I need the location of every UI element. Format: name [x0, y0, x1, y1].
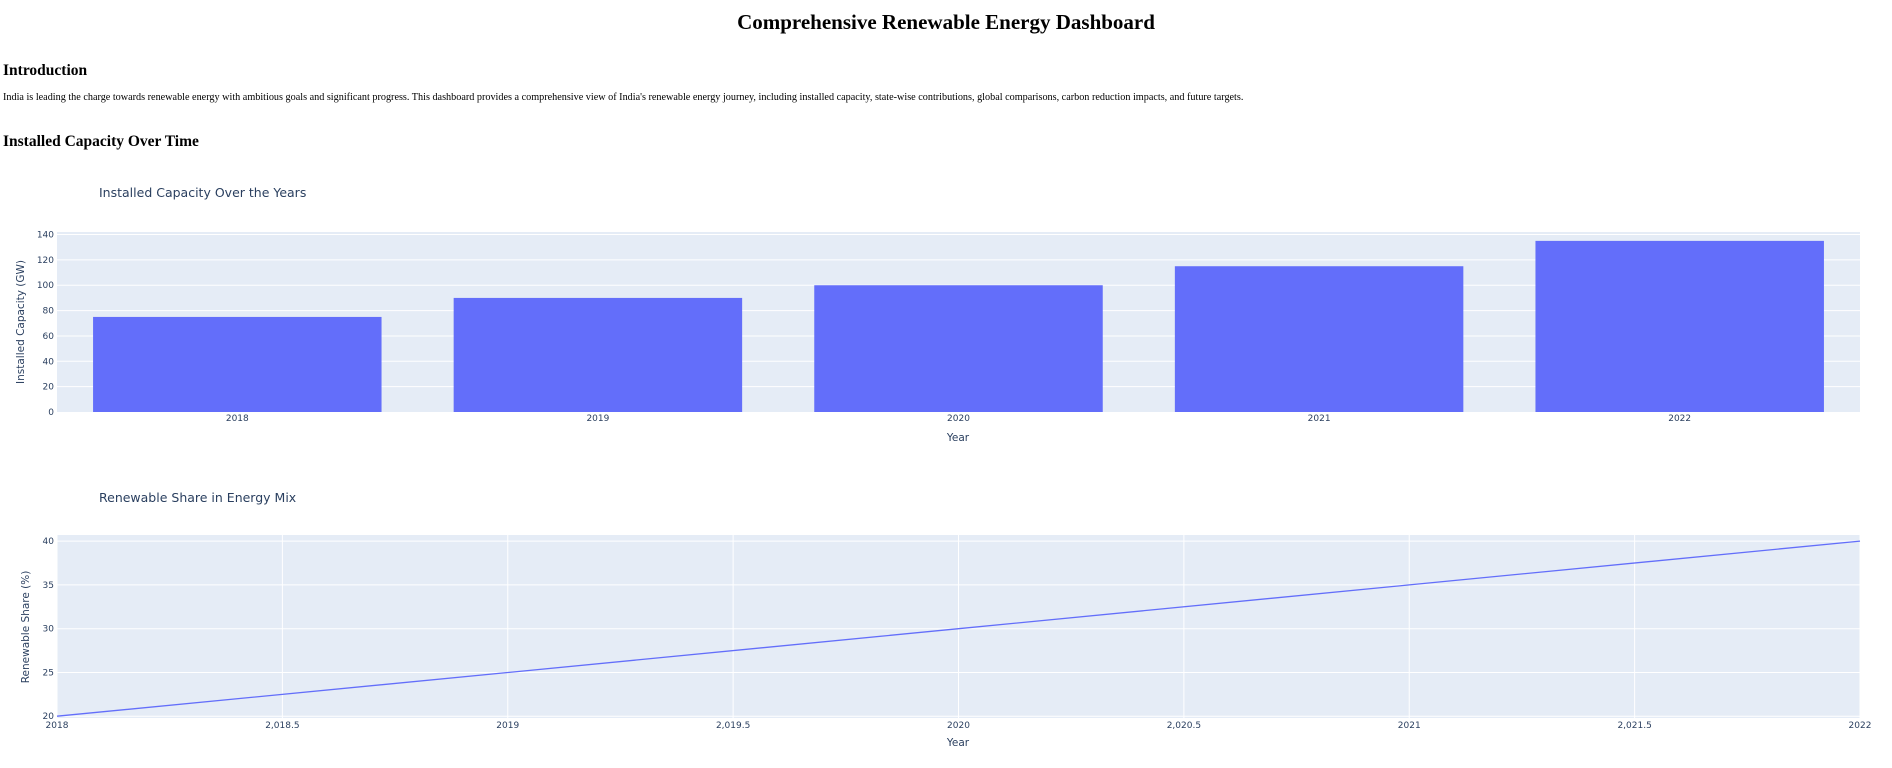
line-y-axis-title: Renewable Share (%)	[20, 571, 32, 684]
line-chart-title: Renewable Share in Energy Mix	[99, 490, 296, 505]
line-y-axis: 20 25 30 35 40	[43, 537, 55, 722]
bar-x-axis-title: Year	[946, 432, 970, 444]
introduction-text: India is leading the charge towards rene…	[3, 92, 1244, 103]
bar-y-tick-label: 0	[48, 408, 54, 418]
bar-y-tick-label: 20	[43, 383, 55, 393]
line-x-axis-title: Year	[946, 737, 970, 749]
bar-y-tick-label: 60	[43, 332, 55, 342]
bar-2018	[93, 316, 382, 412]
bar-x-tick-label: 2020	[947, 414, 970, 424]
line-x-tick-label: 2,019.5	[716, 721, 750, 731]
line-y-tick-label: 25	[43, 668, 54, 678]
line-x-tick-label: 2020	[947, 721, 970, 731]
bar-y-tick-label: 100	[37, 281, 54, 291]
line-y-tick-label: 40	[43, 537, 55, 547]
installed-capacity-chart-svg: Installed Capacity Over the Years 0 20 40 6…	[15, 185, 1860, 444]
line-x-tick-label: 2021	[1398, 721, 1421, 731]
line-series	[56, 540, 1861, 717]
bar-y-tick-label: 140	[37, 231, 54, 241]
renewable-share-line	[56, 540, 1861, 717]
bar-x-tick-label: 2018	[226, 414, 249, 424]
line-y-tick-label: 30	[43, 625, 55, 635]
line-x-tick-label: 2019	[496, 721, 519, 731]
bar-series	[93, 240, 1824, 412]
line-y-tick-label: 35	[43, 581, 54, 591]
bar-x-axis: 2018 2019 2020 2021 2022	[226, 414, 1691, 424]
introduction-heading: Introduction	[3, 62, 88, 79]
line-x-axis: 2018 2,018.5 2019 2,019.5 2020 2,020.5 2021 2,0…	[46, 721, 1872, 731]
bar-2021	[1174, 266, 1464, 412]
renewable-share-chart: Renewable Share in Energy Mix 20 25 30 35 40…	[0, 475, 1892, 768]
bar-2020	[814, 285, 1103, 412]
bar-x-tick-label: 2021	[1308, 414, 1331, 424]
bar-2022	[1535, 240, 1824, 412]
bar-y-tick-label: 120	[37, 256, 54, 266]
bar-y-tick-label: 80	[43, 307, 55, 317]
page-title: Comprehensive Renewable Energy Dashboard	[737, 10, 1155, 34]
line-x-tick-label: 2,020.5	[1167, 721, 1201, 731]
line-x-tick-label: 2,021.5	[1617, 721, 1651, 731]
bar-y-axis: 0 20 40 60 80 100 120 140	[37, 231, 54, 418]
bar-x-tick-label: 2022	[1668, 414, 1691, 424]
installed-capacity-chart: Installed Capacity Over the Years 0 20 40 6…	[0, 170, 1892, 460]
bar-x-tick-label: 2019	[586, 414, 609, 424]
line-y-tick-label: 20	[43, 712, 55, 722]
installed-capacity-heading: Installed Capacity Over Time	[3, 133, 199, 150]
line-x-tick-label: 2018	[46, 721, 69, 731]
renewable-share-chart-svg: Renewable Share in Energy Mix 20 25 30 35 40…	[20, 490, 1872, 749]
bar-y-tick-label: 40	[43, 357, 55, 367]
line-x-tick-label: 2,018.5	[265, 721, 299, 731]
line-x-tick-label: 2022	[1849, 721, 1872, 731]
bar-chart-title: Installed Capacity Over the Years	[99, 185, 306, 200]
bar-y-axis-title: Installed Capacity (GW)	[15, 260, 27, 384]
bar-2019	[453, 297, 743, 412]
